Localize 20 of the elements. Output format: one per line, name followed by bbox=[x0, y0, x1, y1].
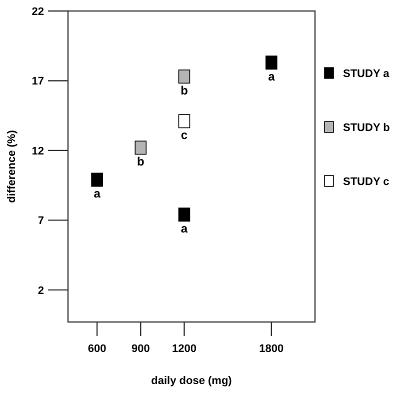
annotation: a bbox=[268, 70, 276, 84]
legend-label: STUDY b bbox=[343, 122, 390, 134]
annotation: a bbox=[94, 186, 101, 201]
x-tick-label: 900 bbox=[131, 343, 150, 355]
annotation: c bbox=[180, 128, 188, 142]
y-tick-label: 12 bbox=[32, 145, 44, 158]
x-axis-title: daily dose (mg) bbox=[151, 375, 232, 387]
x-tick-label: 1800 bbox=[259, 343, 284, 355]
x-tick-label: 600 bbox=[88, 343, 106, 355]
annotation: a bbox=[180, 222, 188, 236]
y-tick-label: 17 bbox=[32, 76, 44, 88]
annotation: b bbox=[136, 154, 144, 169]
y-tick-label: 22 bbox=[32, 6, 44, 18]
y-tick-label: 2 bbox=[38, 284, 44, 297]
annotation: b bbox=[180, 84, 188, 98]
legend-label: STUDY c bbox=[343, 176, 390, 188]
y-axis-title: difference (%) bbox=[6, 130, 18, 203]
legend-label: STUDY a bbox=[343, 68, 390, 80]
y-tick-label: 7 bbox=[38, 215, 44, 228]
x-tick-label: 1200 bbox=[172, 343, 196, 355]
